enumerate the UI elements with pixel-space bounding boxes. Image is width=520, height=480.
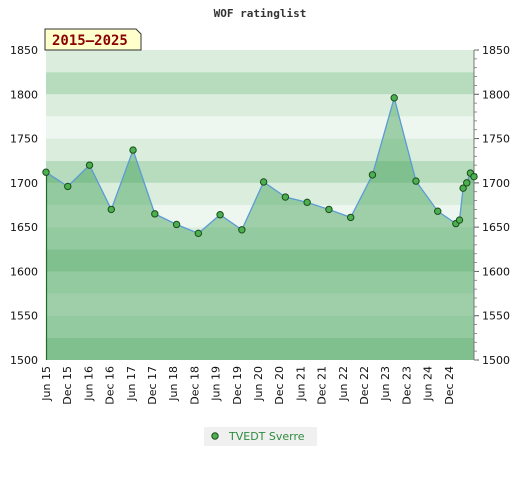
x-axis: Jun 15 Dec 15 Jun 16 Dec 16 Jun 17 Dec 17 Jun … (40, 366, 456, 405)
data-point-14 (346, 213, 355, 222)
data-point-2 (85, 161, 94, 169)
x-tick-label: Dec 18 (188, 366, 201, 405)
y-tick-right: 1500 (482, 354, 510, 367)
grid-band (46, 116, 474, 139)
background-bands (46, 50, 474, 360)
grid-band (46, 227, 474, 250)
x-tick-label: Jun 18 (167, 366, 180, 402)
x-tick-label: Dec 19 (231, 366, 244, 405)
y-tick-left: 1600 (10, 265, 38, 278)
x-tick-label: Jun 16 (82, 366, 95, 402)
data-point-11 (281, 193, 290, 201)
data-point-17 (412, 177, 420, 185)
grid-band (46, 94, 474, 117)
x-tick-label: Jun 21 (294, 366, 307, 402)
data-point-20 (455, 216, 464, 224)
y-tick-right: 1600 (482, 265, 510, 278)
y-tick-left: 1700 (10, 177, 38, 190)
chart-title: WOF ratinglist (214, 7, 307, 20)
data-point-6 (172, 220, 181, 229)
x-tick-label: Dec 24 (443, 366, 456, 405)
grid-band (46, 271, 474, 294)
grid-band (46, 315, 474, 338)
x-tick-label: Jun 17 (125, 366, 138, 402)
x-tick-label: Dec 17 (146, 366, 159, 405)
data-point-21 (459, 184, 467, 192)
legend: TVEDT Sverre (204, 427, 317, 446)
x-tick-label: Jun 20 (252, 366, 265, 402)
right-y-axis: 1500 1550 1600 1650 1700 1750 1800 1850 (474, 44, 510, 367)
grid-band (46, 138, 474, 161)
period-badge: 2015–2025 (44, 28, 142, 51)
legend-marker (211, 432, 219, 440)
x-tick-label: Dec 16 (104, 366, 117, 405)
x-tick-label: Jun 19 (210, 366, 223, 402)
data-point-5 (151, 210, 159, 218)
left-y-axis: 1500 1550 1600 1650 1700 1750 1800 1850 (10, 44, 38, 367)
grid-band (46, 293, 474, 316)
y-tick-right: 1550 (482, 310, 510, 323)
data-point-15 (368, 171, 377, 179)
data-point-16 (390, 94, 398, 102)
data-point-1 (64, 182, 72, 191)
data-point-8 (216, 211, 224, 219)
x-tick-label: Jun 24 (422, 366, 435, 402)
x-tick-label: Dec 20 (273, 366, 286, 405)
legend-label: TVEDT Sverre (228, 430, 305, 443)
y-tick-right: 1800 (482, 88, 510, 101)
data-point-24 (470, 172, 478, 181)
y-tick-left: 1750 (10, 133, 38, 146)
data-points (42, 94, 478, 238)
data-point-22 (463, 179, 471, 187)
y-tick-left: 1550 (10, 310, 38, 323)
x-tick-label: Jun 22 (337, 366, 350, 402)
period-badge-text: 2015–2025 (52, 33, 128, 49)
data-point-18 (434, 207, 442, 215)
y-tick-right: 1750 (482, 133, 510, 146)
data-point-10 (259, 178, 268, 186)
x-tick-label: Dec 21 (316, 366, 329, 405)
grid-band (46, 160, 474, 183)
y-tick-left: 1850 (10, 44, 38, 57)
data-point-3 (107, 205, 115, 214)
data-point-13 (325, 205, 333, 214)
grid-band (46, 337, 474, 360)
y-tick-right: 1650 (482, 221, 510, 234)
x-tick-label: Jun 23 (379, 366, 392, 402)
series-area (46, 97, 474, 360)
data-point-9 (238, 226, 246, 234)
y-tick-right: 1700 (482, 177, 510, 190)
x-tick-label: Dec 23 (400, 366, 413, 405)
grid-band (46, 72, 474, 95)
y-tick-right: 1850 (482, 44, 510, 57)
y-tick-left: 1650 (10, 221, 38, 234)
x-tick-label: Dec 22 (358, 366, 371, 405)
data-point-12 (303, 198, 311, 207)
grid-band (46, 182, 474, 205)
data-point-0 (42, 168, 50, 176)
grid-band (46, 50, 474, 73)
x-tick-label: Dec 15 (61, 366, 74, 405)
x-tick-label: Jun 15 (40, 366, 53, 402)
data-point-7 (194, 229, 203, 238)
y-tick-left: 1500 (10, 354, 38, 367)
grid-band (46, 249, 474, 272)
y-tick-left: 1800 (10, 88, 38, 101)
data-point-4 (129, 146, 137, 154)
